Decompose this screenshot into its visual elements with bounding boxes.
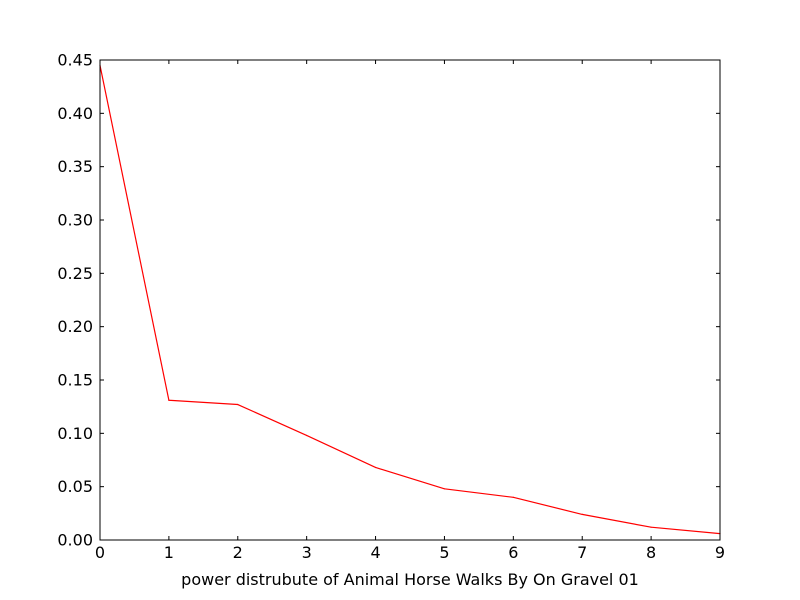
x-tick-label: 6 [508, 543, 518, 562]
y-tick-label: 0.10 [57, 424, 93, 443]
y-axis-ticks: 0.00 0.05 0.10 0.15 0.20 0.25 0.30 0.35 0.40 0.45 [57, 51, 720, 550]
y-tick-label: 0.00 [57, 531, 93, 550]
y-tick-label: 0.35 [57, 157, 93, 176]
x-tick-label: 7 [577, 543, 587, 562]
x-axis-label: power distrubute of Animal Horse Walks B… [181, 570, 639, 589]
x-tick-label: 8 [646, 543, 656, 562]
x-tick-label: 0 [95, 543, 105, 562]
x-axis-ticks: 0 1 2 3 4 5 6 7 8 9 [95, 60, 725, 562]
data-point [443, 488, 446, 490]
y-tick-label: 0.20 [57, 317, 93, 336]
data-point [512, 496, 514, 498]
y-tick-label: 0.25 [57, 264, 93, 283]
data-point [374, 466, 377, 469]
data-point [168, 399, 170, 401]
data-point [237, 403, 239, 406]
y-tick-label: 0.40 [57, 104, 93, 123]
x-tick-label: 3 [302, 543, 312, 562]
x-tick-label: 1 [164, 543, 174, 562]
data-point [581, 513, 583, 516]
plot-area [100, 60, 720, 540]
x-tick-label: 9 [715, 543, 725, 562]
y-tick-label: 0.30 [57, 211, 93, 230]
data-point [650, 526, 652, 528]
x-tick-label: 5 [439, 543, 449, 562]
x-tick-label: 2 [233, 543, 243, 562]
y-tick-label: 0.45 [57, 51, 93, 70]
x-tick-label: 4 [370, 543, 380, 562]
y-tick-label: 0.15 [57, 371, 93, 390]
plot-frame [99, 59, 721, 541]
data-point [306, 434, 308, 437]
y-tick-label: 0.05 [57, 477, 93, 496]
series-line [99, 65, 721, 535]
